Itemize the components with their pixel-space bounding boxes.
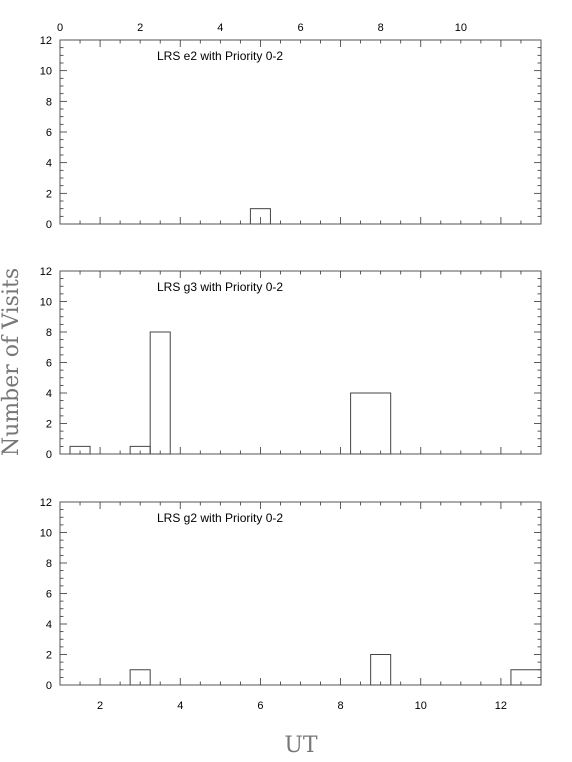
- bottom-x-tick-label: 4: [177, 700, 183, 712]
- top-x-tick-label: 0: [57, 22, 63, 34]
- bottom-x-tick-label: 2: [97, 700, 103, 712]
- panel-3: 0 2 4 6 8 10 12 LRS g2 with Priority 0-2 2 4 6 8 10 1…: [40, 497, 542, 712]
- panel-title: LRS g3 with Priority 0-2: [157, 280, 283, 294]
- histogram-bar: [350, 392, 392, 455]
- y-tick-label: 8: [46, 327, 52, 339]
- y-tick-label: 12: [40, 266, 52, 278]
- histogram-bar: [149, 331, 171, 455]
- top-x-tick-label: 2: [137, 22, 143, 34]
- histogram-bar: [370, 654, 392, 686]
- y-tick-label: 2: [46, 419, 52, 431]
- y-tick-label: 6: [46, 589, 52, 601]
- y-tick-label: 10: [40, 528, 52, 540]
- panels-group: 0 2 4 6 8 10 12 LRS e2 with Priority 0-2 0 2 4 6 8 10…: [40, 22, 542, 712]
- plot-frame: [59, 501, 542, 686]
- y-tick-label: 12: [40, 35, 52, 47]
- panel-title: LRS g2 with Priority 0-2: [157, 511, 283, 525]
- bottom-x-tick-label: 10: [415, 700, 427, 712]
- y-tick-label: 4: [46, 619, 52, 631]
- y-tick-label: 0: [46, 219, 52, 231]
- y-tick-label: 4: [46, 388, 52, 400]
- histogram-bar: [69, 445, 91, 455]
- y-tick-label: 4: [46, 158, 52, 170]
- y-tick-label: 12: [40, 497, 52, 509]
- panel-1: 0 2 4 6 8 10 12 LRS e2 with Priority 0-2 0 2 4 6 8 10: [40, 22, 542, 231]
- histogram-bar: [249, 208, 271, 225]
- plot-frame: [59, 270, 542, 455]
- x-axis-label: UT: [284, 733, 318, 758]
- y-tick-label: 10: [40, 66, 52, 78]
- histogram-bar: [129, 669, 151, 686]
- y-tick-label: 0: [46, 680, 52, 692]
- y-tick-label: 8: [46, 558, 52, 570]
- plot-frame: [59, 39, 542, 225]
- bottom-x-tick-label: 6: [257, 700, 263, 712]
- y-tick-label: 6: [46, 127, 52, 139]
- top-x-tick-label: 4: [217, 22, 223, 34]
- panel-title: LRS e2 with Priority 0-2: [157, 49, 283, 63]
- top-x-tick-label: 8: [378, 22, 384, 34]
- y-tick-label: 2: [46, 188, 52, 200]
- y-tick-label: 8: [46, 96, 52, 108]
- bottom-x-tick-label: 8: [338, 700, 344, 712]
- y-tick-label: 6: [46, 358, 52, 370]
- y-tick-label: 2: [46, 650, 52, 662]
- y-tick-label: 0: [46, 449, 52, 461]
- panel-2: 0 2 4 6 8 10 12 LRS g3 with Priority 0-2: [40, 266, 542, 461]
- bottom-x-tick-label: 12: [495, 700, 507, 712]
- top-x-tick-label: 6: [297, 22, 303, 34]
- y-axis-label: Number of Visits: [0, 268, 24, 456]
- histogram-bar: [510, 669, 542, 686]
- top-x-tick-label: 10: [455, 22, 467, 34]
- y-tick-label: 10: [40, 297, 52, 309]
